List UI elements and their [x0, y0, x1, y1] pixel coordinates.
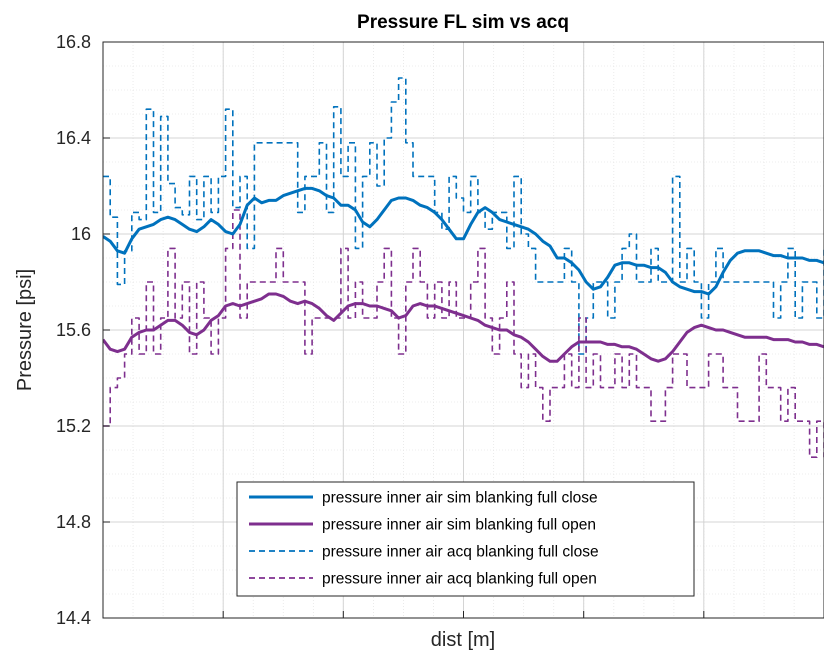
y-tick-label: 14.4 — [56, 608, 91, 628]
x-axis-label: dist [m] — [431, 629, 495, 651]
y-axis: 14.4 14.8 15.2 15.6 16 16.4 16.8 — [56, 32, 110, 628]
legend-label: pressure inner air acq blanking full clo… — [322, 544, 599, 561]
series-line-sim-close — [103, 186, 824, 296]
chart-title: Pressure FL sim vs acq — [357, 12, 569, 33]
plot-area — [103, 77, 824, 458]
legend-box — [236, 481, 695, 597]
legend-label: pressure inner air sim blanking full ope… — [322, 517, 596, 534]
legend-label: pressure inner air acq blanking full ope… — [322, 571, 597, 588]
y-tick-label: 14.8 — [56, 512, 91, 532]
x-axis — [102, 611, 824, 618]
y-tick-label: 16.4 — [56, 128, 91, 148]
legend-label: pressure inner air sim blanking full clo… — [322, 490, 598, 507]
y-tick-label: 16.8 — [56, 32, 91, 52]
y-tick-label: 16 — [71, 224, 91, 244]
series-line-acq-close — [103, 77, 824, 355]
y-tick-label: 15.2 — [56, 416, 91, 436]
legend: pressure inner air sim blanking full clo… — [236, 481, 695, 597]
series-line-sim-open — [103, 292, 824, 363]
y-axis-label: Pressure [psi] — [14, 269, 36, 391]
series-line-acq-open — [103, 209, 824, 458]
y-tick-label: 15.6 — [56, 320, 91, 340]
